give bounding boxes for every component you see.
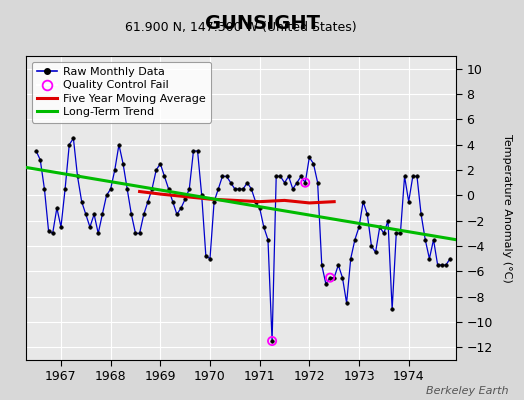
Y-axis label: Temperature Anomaly (°C): Temperature Anomaly (°C) — [502, 134, 512, 282]
Point — [301, 180, 309, 186]
Legend: Raw Monthly Data, Quality Control Fail, Five Year Moving Average, Long-Term Tren: Raw Monthly Data, Quality Control Fail, … — [32, 62, 211, 123]
Title: 61.900 N, 147.300 W (United States): 61.900 N, 147.300 W (United States) — [125, 21, 357, 34]
Point — [326, 274, 334, 281]
Text: Berkeley Earth: Berkeley Earth — [426, 386, 508, 396]
Text: GUNSIGHT: GUNSIGHT — [204, 14, 320, 33]
Point — [268, 338, 276, 344]
